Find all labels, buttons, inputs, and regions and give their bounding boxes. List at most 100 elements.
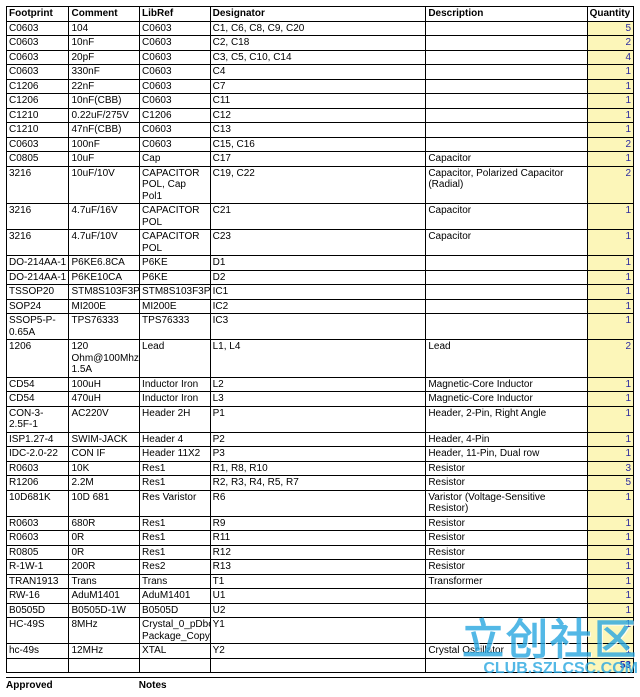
- cell-description: [426, 65, 587, 80]
- cell-description: Resistor: [426, 545, 587, 560]
- cell-quantity: 3: [587, 461, 633, 476]
- cell-quantity: 1: [587, 644, 633, 659]
- cell-designator: D2: [210, 270, 426, 285]
- cell-description: [426, 285, 587, 300]
- table-row: TSSOP20STM8S103F3P6STM8S103F3P6IC11: [7, 285, 634, 300]
- cell-comment: B0505D-1W: [69, 603, 140, 618]
- cell-footprint: C1206: [7, 94, 69, 109]
- cell-comment: 100uH: [69, 377, 140, 392]
- cell-footprint: TSSOP20: [7, 285, 69, 300]
- cell-libref: C1206: [140, 108, 211, 123]
- cell-footprint: R0603: [7, 461, 69, 476]
- cell-designator: D1: [210, 256, 426, 271]
- cell-libref: C0603: [140, 36, 211, 51]
- cell-footprint: 3216: [7, 166, 69, 204]
- cell-libref: P6KE: [140, 270, 211, 285]
- cell-libref: STM8S103F3P6: [140, 285, 211, 300]
- cell-description: [426, 314, 587, 340]
- cell-footprint: 10D681K: [7, 490, 69, 516]
- cell-footprint: CON-3-2.5F-1: [7, 406, 69, 432]
- cell-description: [426, 603, 587, 618]
- table-row: R08050RRes1R12Resistor1: [7, 545, 634, 560]
- table-row: C121047nF(CBB)C0603C131: [7, 123, 634, 138]
- cell-designator: C7: [210, 79, 426, 94]
- cell-designator: P3: [210, 447, 426, 462]
- cell-quantity: 1: [587, 79, 633, 94]
- cell-comment: 680R: [69, 516, 140, 531]
- cell-libref: Res Varistor: [140, 490, 211, 516]
- cell-footprint: C0603: [7, 137, 69, 152]
- cell-designator: IC1: [210, 285, 426, 300]
- cell-description: Lead: [426, 340, 587, 378]
- table-row: C120610nF(CBB)C0603C111: [7, 94, 634, 109]
- cell-quantity: 1: [587, 377, 633, 392]
- cell-comment: 12MHz: [69, 644, 140, 659]
- cell-libref: C0603: [140, 50, 211, 65]
- cell-comment: 4.7uF/16V: [69, 204, 140, 230]
- cell-comment: 120 Ohm@100Mhz 1.5A: [69, 340, 140, 378]
- cell-footprint: 1206: [7, 340, 69, 378]
- cell-comment: 2.2M: [69, 476, 140, 491]
- total-quantity: 53: [587, 658, 633, 673]
- cell-comment: TPS76333: [69, 314, 140, 340]
- cell-comment: 200R: [69, 560, 140, 575]
- cell-quantity: 1: [587, 65, 633, 80]
- cell-designator: C17: [210, 152, 426, 167]
- cell-designator: IC3: [210, 314, 426, 340]
- cell-footprint: CD54: [7, 377, 69, 392]
- cell-footprint: DO-214AA-1: [7, 256, 69, 271]
- cell-footprint: HC-49S: [7, 618, 69, 644]
- cell-description: Magnetic-Core Inductor: [426, 377, 587, 392]
- col-designator: Designator: [210, 7, 426, 22]
- cell-designator: C3, C5, C10, C14: [210, 50, 426, 65]
- table-row: CD54100uHInductor IronL2Magnetic-Core In…: [7, 377, 634, 392]
- cell-designator: C15, C16: [210, 137, 426, 152]
- cell-comment: 0R: [69, 531, 140, 546]
- cell-quantity: 1: [587, 603, 633, 618]
- bom-table: Footprint Comment LibRef Designator Desc…: [6, 6, 634, 673]
- cell-quantity: 2: [587, 166, 633, 204]
- cell-quantity: 1: [587, 314, 633, 340]
- cell-description: [426, 108, 587, 123]
- table-row: HC-49S8MHzCrystal_0_pDbo Package_Copy_00…: [7, 618, 634, 644]
- cell-designator: R11: [210, 531, 426, 546]
- cell-description: [426, 256, 587, 271]
- cell-quantity: 1: [587, 406, 633, 432]
- cell-footprint: C0603: [7, 36, 69, 51]
- cell-designator: P1: [210, 406, 426, 432]
- cell-comment: 47nF(CBB): [69, 123, 140, 138]
- cell-libref: CAPACITOR POL: [140, 230, 211, 256]
- cell-designator: L1, L4: [210, 340, 426, 378]
- cell-quantity: 1: [587, 299, 633, 314]
- cell-libref: CAPACITOR POL, Cap Pol1: [140, 166, 211, 204]
- cell-quantity: 2: [587, 137, 633, 152]
- cell-quantity: 1: [587, 256, 633, 271]
- col-description: Description: [426, 7, 587, 22]
- cell-comment: Trans: [69, 574, 140, 589]
- cell-designator: C2, C18: [210, 36, 426, 51]
- cell-designator: C21: [210, 204, 426, 230]
- table-row: R060310KRes1R1, R8, R10Resistor3: [7, 461, 634, 476]
- cell-designator: P2: [210, 432, 426, 447]
- cell-footprint: C0603: [7, 65, 69, 80]
- table-row: RW-16AduM1401AduM1401U11: [7, 589, 634, 604]
- cell-quantity: 1: [587, 285, 633, 300]
- cell-libref: TPS76333: [140, 314, 211, 340]
- cell-footprint: SOP24: [7, 299, 69, 314]
- cell-quantity: 1: [587, 392, 633, 407]
- total-blank: [69, 658, 140, 673]
- cell-designator: T1: [210, 574, 426, 589]
- table-row: R06030RRes1R11Resistor1: [7, 531, 634, 546]
- cell-comment: 22nF: [69, 79, 140, 94]
- cell-comment: 104: [69, 21, 140, 36]
- cell-description: [426, 299, 587, 314]
- cell-comment: 8MHz: [69, 618, 140, 644]
- cell-description: Header, 2-Pin, Right Angle: [426, 406, 587, 432]
- cell-designator: Y2: [210, 644, 426, 659]
- cell-quantity: 1: [587, 447, 633, 462]
- cell-quantity: 2: [587, 340, 633, 378]
- cell-quantity: 1: [587, 270, 633, 285]
- table-row: C0603100nFC0603C15, C162: [7, 137, 634, 152]
- cell-footprint: SSOP5-P-0.65A: [7, 314, 69, 340]
- cell-footprint: IDC-2.0-22: [7, 447, 69, 462]
